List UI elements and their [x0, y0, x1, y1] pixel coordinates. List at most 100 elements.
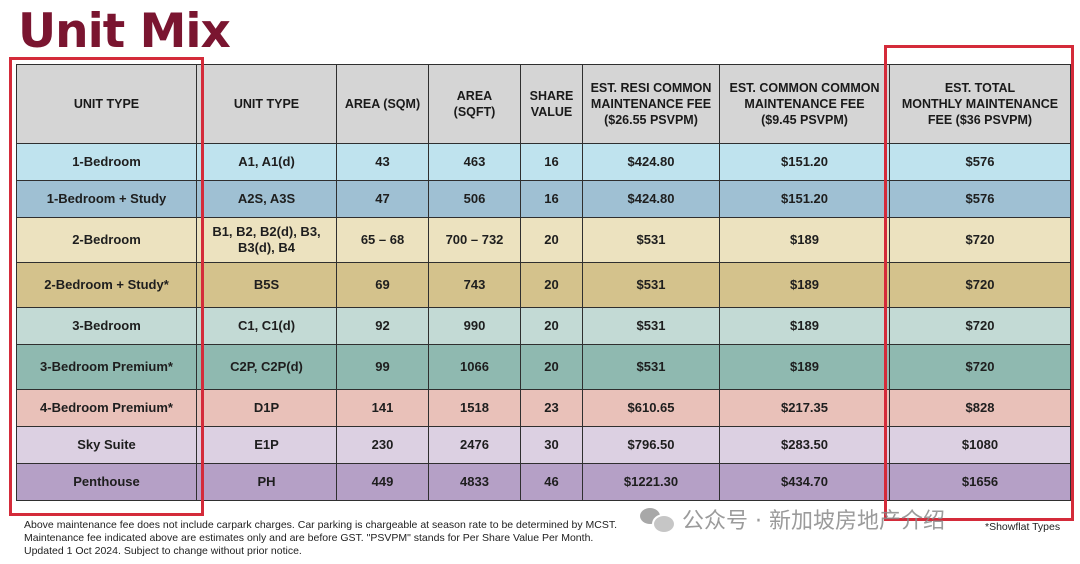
table-cell: $531 [582, 307, 720, 345]
table-row: 2-Bedroom B1, B2, B2(d), B3, B3(d), B4 65 … [16, 217, 1071, 263]
unit-type-cell: 3-Bedroom [16, 307, 197, 345]
unit-type-cell: Penthouse [16, 463, 197, 501]
table-cell: $720 [889, 307, 1071, 345]
table-cell: C2P, C2P(d) [196, 344, 337, 390]
table-row: 4-Bedroom Premium* D1P 141 1518 23 $610.65 $21… [16, 389, 1071, 427]
table-cell: $828 [889, 389, 1071, 427]
table-cell: 1518 [428, 389, 521, 427]
footnote: Above maintenance fee does not include c… [24, 519, 617, 558]
table-cell: B5S [196, 262, 337, 308]
footnote-line: Updated 1 Oct 2024. Subject to change wi… [24, 545, 302, 557]
table-cell: A2S, A3S [196, 180, 337, 218]
table-cell: $424.80 [582, 180, 720, 218]
table-cell: $531 [582, 344, 720, 390]
unit-type-cell: 4-Bedroom Premium* [16, 389, 197, 427]
column-header: AREA (SQM) [336, 64, 429, 144]
table-cell: 69 [336, 262, 429, 308]
table-cell: $189 [719, 344, 890, 390]
table-cell: 20 [520, 217, 583, 263]
table-cell: PH [196, 463, 337, 501]
table-cell: $576 [889, 180, 1071, 218]
table-row: 1-Bedroom A1, A1(d) 43 463 16 $424.80 $151.20 $… [16, 143, 1071, 181]
table-cell: 506 [428, 180, 521, 218]
table-cell: $424.80 [582, 143, 720, 181]
table-cell: $796.50 [582, 426, 720, 464]
table-cell: 20 [520, 307, 583, 345]
table-row: Penthouse PH 449 4833 46 $1221.30 $434.70 $1656 [16, 463, 1071, 501]
table-cell: 743 [428, 262, 521, 308]
table-cell: 43 [336, 143, 429, 181]
table-cell: $576 [889, 143, 1071, 181]
table-cell: $720 [889, 217, 1071, 263]
table-cell: C1, C1(d) [196, 307, 337, 345]
table-row: 3-Bedroom Premium* C2P, C2P(d) 99 1066 20 $53… [16, 344, 1071, 390]
table-cell: 65 – 68 [336, 217, 429, 263]
column-header: EST. TOTAL MONTHLY MAINTENANCE FEE ($36 … [889, 64, 1071, 144]
column-header: EST. COMMON COMMON MAINTENANCE FEE ($9.4… [719, 64, 890, 144]
column-header: EST. RESI COMMON MAINTENANCE FEE ($26.55… [582, 64, 720, 144]
table-row: Sky Suite E1P 230 2476 30 $796.50 $283.50 $1080 [16, 426, 1071, 464]
table-cell: $189 [719, 262, 890, 308]
table-cell: 92 [336, 307, 429, 345]
table-cell: $720 [889, 344, 1071, 390]
unit-type-cell: Sky Suite [16, 426, 197, 464]
table-cell: 1066 [428, 344, 521, 390]
footnote-line: Maintenance fee indicated above are esti… [24, 532, 594, 544]
table-cell: 2476 [428, 426, 521, 464]
table-cell: A1, A1(d) [196, 143, 337, 181]
table-header-row: UNIT TYPE UNIT TYPE AREA (SQM) AREA (SQFT) S… [16, 64, 1071, 144]
table-cell: $1221.30 [582, 463, 720, 501]
table-cell: $1080 [889, 426, 1071, 464]
table-cell: $189 [719, 307, 890, 345]
table-row: 2-Bedroom + Study* B5S 69 743 20 $531 $189 $720 [16, 262, 1071, 308]
showflat-note: *Showflat Types [985, 521, 1061, 533]
table-cell: 30 [520, 426, 583, 464]
table-cell: $720 [889, 262, 1071, 308]
column-header: AREA (SQFT) [428, 64, 521, 144]
table-cell: 20 [520, 262, 583, 308]
table-cell: $151.20 [719, 143, 890, 181]
table-cell: 700 – 732 [428, 217, 521, 263]
table-cell: E1P [196, 426, 337, 464]
table-row: 1-Bedroom + Study A2S, A3S 47 506 16 $424.80 $… [16, 180, 1071, 218]
table-cell: 449 [336, 463, 429, 501]
watermark: 公众号 · 新加坡房地产介绍 [640, 503, 945, 535]
table-cell: $531 [582, 217, 720, 263]
table-cell: $283.50 [719, 426, 890, 464]
table-cell: 99 [336, 344, 429, 390]
table-cell: 141 [336, 389, 429, 427]
watermark-text: 公众号 · 新加坡房地产介绍 [682, 509, 945, 534]
column-header: SHARE VALUE [520, 64, 583, 144]
table-cell: $151.20 [719, 180, 890, 218]
unit-mix-table: UNIT TYPE UNIT TYPE AREA (SQM) AREA (SQFT) S… [16, 64, 1071, 501]
table-cell: 47 [336, 180, 429, 218]
table-cell: B1, B2, B2(d), B3, B3(d), B4 [196, 217, 337, 263]
table-cell: 23 [520, 389, 583, 427]
table-cell: $434.70 [719, 463, 890, 501]
table-cell: 990 [428, 307, 521, 345]
column-header: UNIT TYPE [196, 64, 337, 144]
table-cell: 46 [520, 463, 583, 501]
unit-type-cell: 2-Bedroom [16, 217, 197, 263]
table-cell: D1P [196, 389, 337, 427]
unit-type-cell: 1-Bedroom [16, 143, 197, 181]
table-cell: $1656 [889, 463, 1071, 501]
table-cell: 16 [520, 180, 583, 218]
table-cell: 20 [520, 344, 583, 390]
table-cell: 230 [336, 426, 429, 464]
unit-type-cell: 1-Bedroom + Study [16, 180, 197, 218]
table-row: 3-Bedroom C1, C1(d) 92 990 20 $531 $189 $720 [16, 307, 1071, 345]
table-cell: $189 [719, 217, 890, 263]
table-cell: $217.35 [719, 389, 890, 427]
page-title: Unit Mix [18, 4, 231, 59]
unit-type-cell: 3-Bedroom Premium* [16, 344, 197, 390]
footnote-line: Above maintenance fee does not include c… [24, 519, 618, 531]
table-cell: 4833 [428, 463, 521, 501]
column-header: UNIT TYPE [16, 64, 197, 144]
wechat-icon [640, 504, 676, 534]
unit-type-cell: 2-Bedroom + Study* [16, 262, 197, 308]
table-cell: $531 [582, 262, 720, 308]
table-cell: 463 [428, 143, 521, 181]
table-cell: $610.65 [582, 389, 720, 427]
table-cell: 16 [520, 143, 583, 181]
